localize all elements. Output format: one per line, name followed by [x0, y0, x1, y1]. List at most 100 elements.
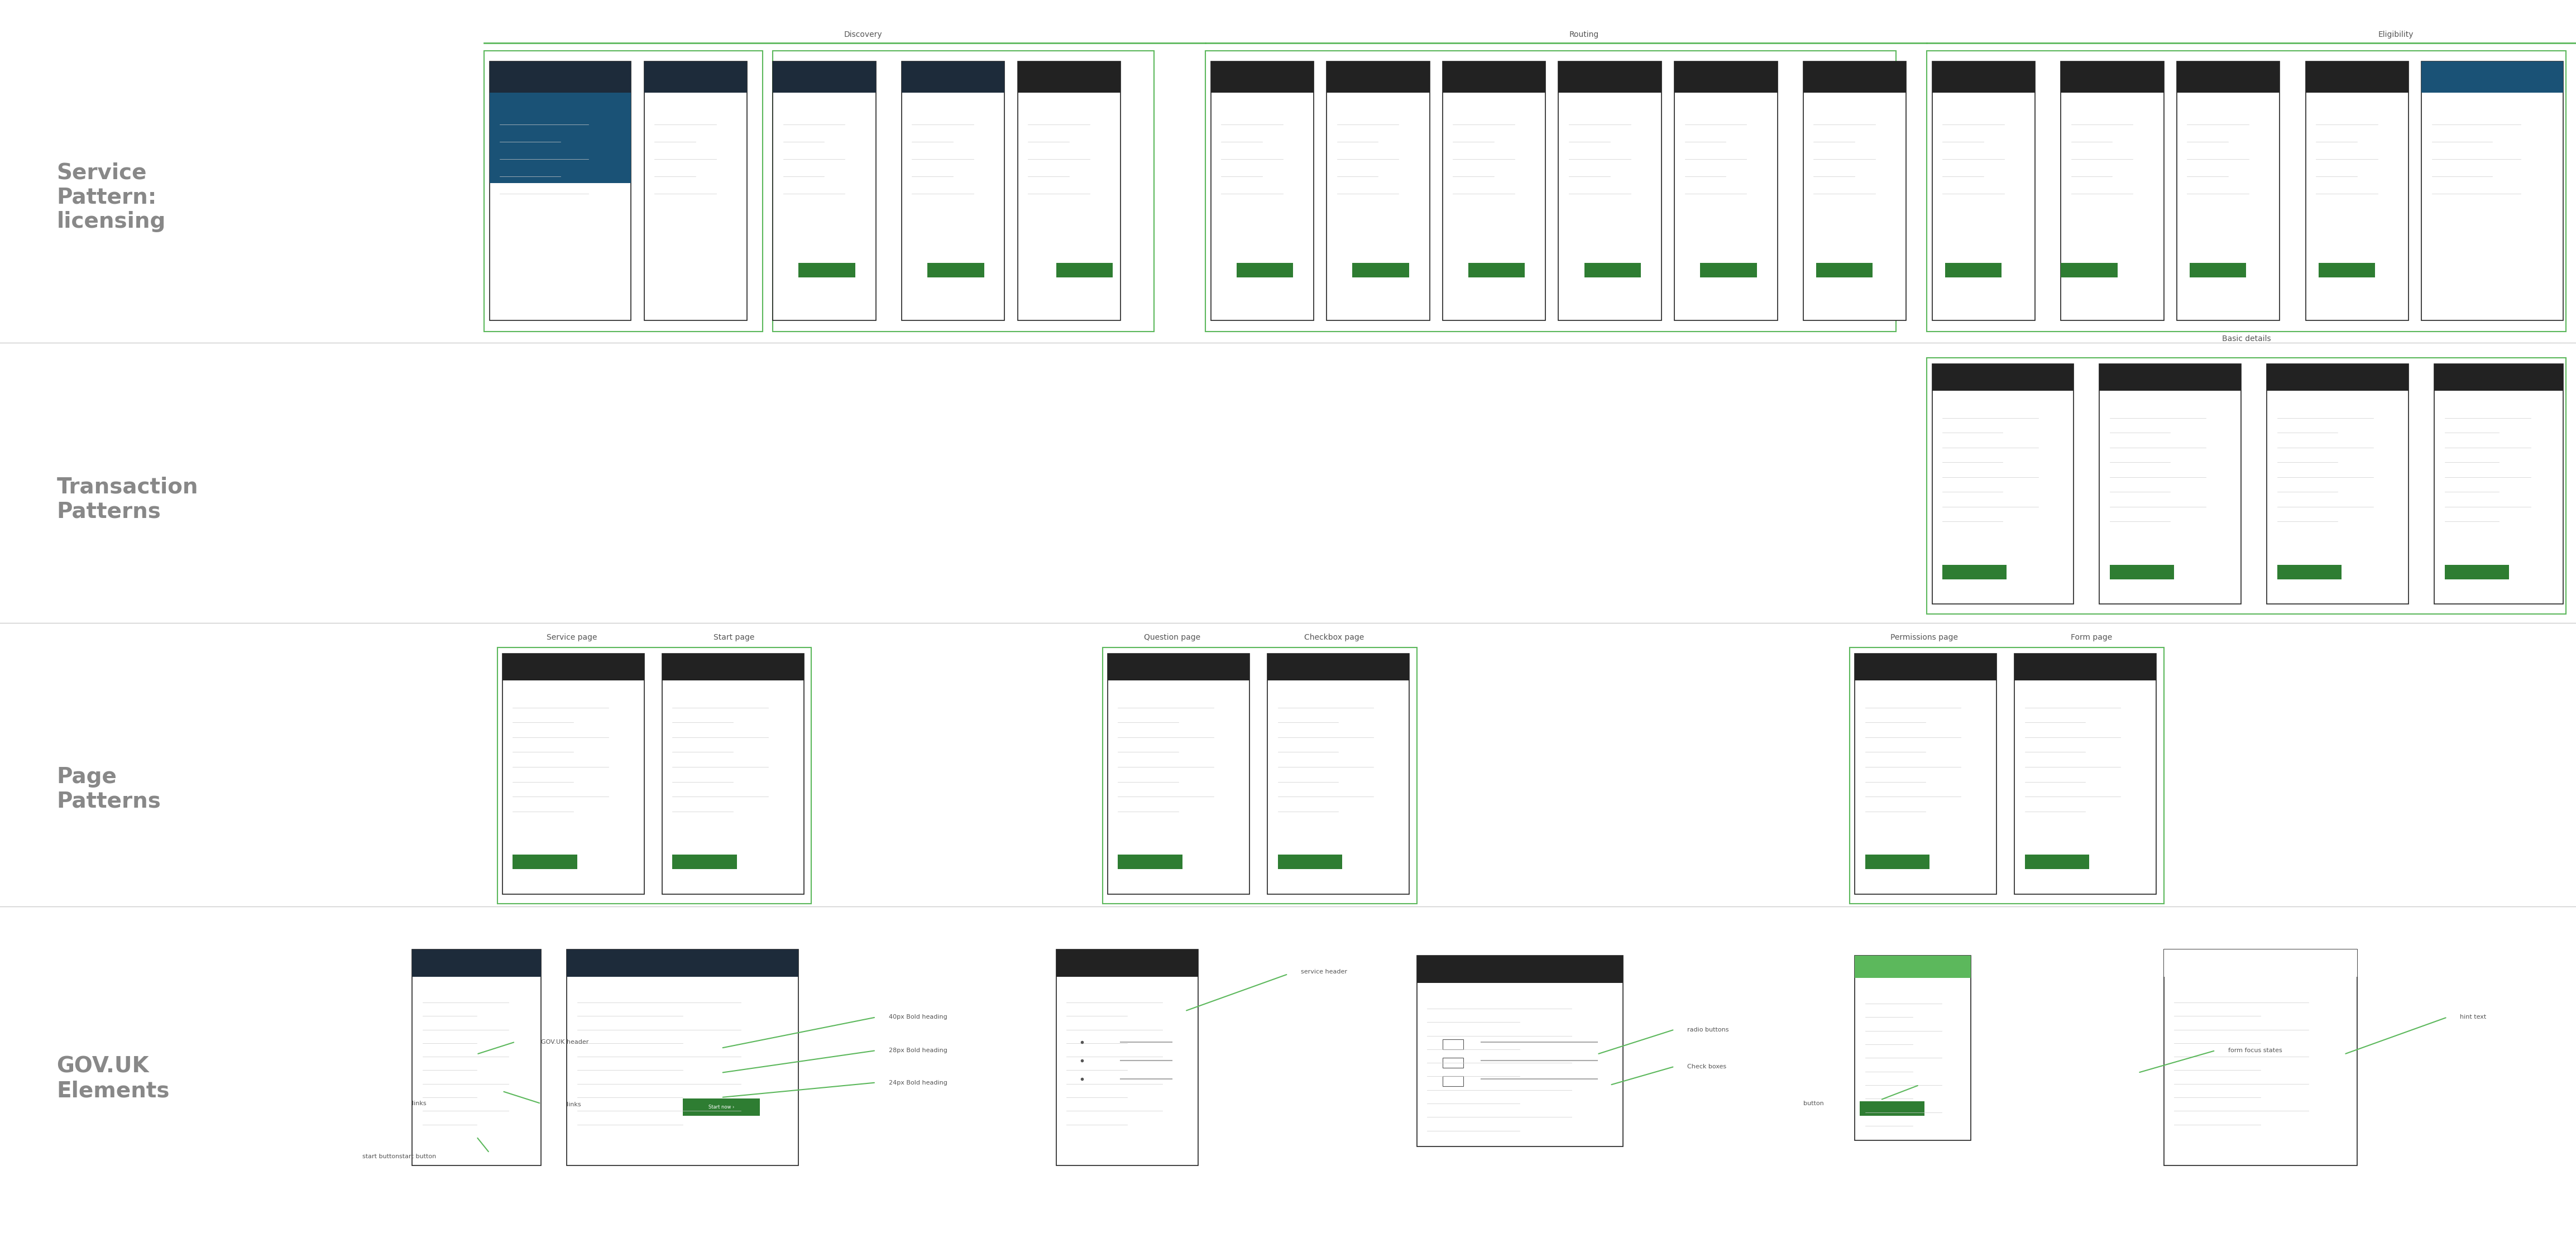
Text: Check boxes: Check boxes: [1687, 1064, 1726, 1069]
Bar: [1803, 62, 1906, 92]
Bar: [902, 62, 1005, 321]
Text: Discovery: Discovery: [845, 31, 881, 38]
Bar: [1056, 949, 1198, 977]
Bar: [1103, 647, 1417, 904]
Bar: [1443, 1058, 1463, 1068]
Bar: [1558, 62, 1662, 321]
Bar: [773, 51, 1154, 332]
Bar: [2164, 949, 2357, 1165]
Bar: [1267, 653, 1409, 894]
Bar: [2190, 263, 2246, 277]
Text: form focus states: form focus states: [2228, 1048, 2282, 1053]
Bar: [1417, 956, 1623, 983]
Bar: [1443, 62, 1546, 321]
Text: links: links: [567, 1102, 582, 1107]
Bar: [1206, 51, 1896, 332]
Text: hint text: hint text: [2460, 1015, 2486, 1020]
Bar: [1278, 854, 1342, 869]
Text: 28px Bold heading: 28px Bold heading: [889, 1048, 948, 1053]
Bar: [2177, 62, 2280, 321]
Bar: [1018, 62, 1121, 321]
Bar: [2110, 565, 2174, 580]
Bar: [2061, 263, 2117, 277]
Bar: [1932, 364, 2074, 604]
Bar: [567, 949, 799, 977]
Bar: [1855, 956, 1971, 1141]
Text: Service page: Service page: [546, 634, 598, 641]
Bar: [1932, 62, 2035, 321]
Bar: [2099, 364, 2241, 391]
Bar: [1417, 956, 1623, 1147]
Bar: [489, 62, 631, 92]
Bar: [927, 263, 984, 277]
Text: Service
Pattern:
licensing: Service Pattern: licensing: [57, 162, 165, 233]
Bar: [502, 653, 644, 894]
Bar: [2061, 62, 2164, 321]
Bar: [902, 62, 1005, 92]
Bar: [1865, 854, 1929, 869]
Bar: [513, 854, 577, 869]
Text: Start page: Start page: [714, 634, 755, 641]
Bar: [1056, 263, 1113, 277]
Bar: [1211, 62, 1314, 92]
Text: service header: service header: [1301, 969, 1347, 974]
Bar: [2306, 62, 2409, 92]
Bar: [2306, 62, 2409, 321]
Bar: [2434, 364, 2563, 604]
Bar: [1803, 62, 1906, 321]
Text: Page
Patterns: Page Patterns: [57, 766, 162, 813]
Bar: [2445, 565, 2509, 580]
Bar: [502, 653, 644, 681]
Bar: [1860, 1101, 1924, 1116]
Bar: [1927, 358, 2566, 614]
Text: Basic details: Basic details: [2223, 335, 2269, 343]
Bar: [489, 92, 631, 184]
Bar: [1352, 263, 1409, 277]
Bar: [2421, 62, 2563, 321]
Text: 24px Bold heading: 24px Bold heading: [889, 1080, 948, 1085]
Bar: [644, 62, 747, 321]
Bar: [2434, 364, 2563, 391]
Bar: [497, 647, 811, 904]
Bar: [1558, 62, 1662, 92]
Bar: [1700, 263, 1757, 277]
Bar: [1932, 364, 2074, 391]
Bar: [1236, 263, 1293, 277]
Text: Form page: Form page: [2071, 634, 2112, 641]
Bar: [2177, 62, 2280, 92]
Bar: [2099, 364, 2241, 604]
Bar: [484, 51, 762, 332]
Bar: [1674, 62, 1777, 92]
Bar: [1584, 263, 1641, 277]
Bar: [1942, 565, 2007, 580]
Text: Start now ›: Start now ›: [708, 1105, 734, 1110]
Bar: [567, 949, 799, 1165]
Bar: [1118, 854, 1182, 869]
Bar: [1443, 62, 1546, 92]
Text: links: links: [412, 1101, 428, 1106]
Text: start button: start button: [399, 1154, 435, 1159]
Bar: [1443, 1039, 1463, 1049]
Bar: [683, 1099, 760, 1116]
Bar: [672, 854, 737, 869]
Bar: [2014, 653, 2156, 681]
Bar: [2421, 62, 2563, 92]
Bar: [662, 653, 804, 681]
Bar: [2277, 565, 2342, 580]
Bar: [1674, 62, 1777, 321]
Text: button: button: [1803, 1101, 1824, 1106]
Bar: [1816, 263, 1873, 277]
Bar: [662, 653, 804, 894]
Bar: [1855, 653, 1996, 681]
Bar: [1327, 62, 1430, 321]
Text: start button: start button: [363, 1154, 399, 1159]
Bar: [2025, 854, 2089, 869]
Bar: [1108, 653, 1249, 894]
Bar: [773, 62, 876, 92]
Text: radio buttons: radio buttons: [1687, 1027, 1728, 1032]
Bar: [1018, 62, 1121, 92]
Text: Permissions page: Permissions page: [1891, 634, 1958, 641]
Bar: [1468, 263, 1525, 277]
Text: GOV.UK header: GOV.UK header: [541, 1039, 590, 1044]
Bar: [412, 949, 541, 1165]
